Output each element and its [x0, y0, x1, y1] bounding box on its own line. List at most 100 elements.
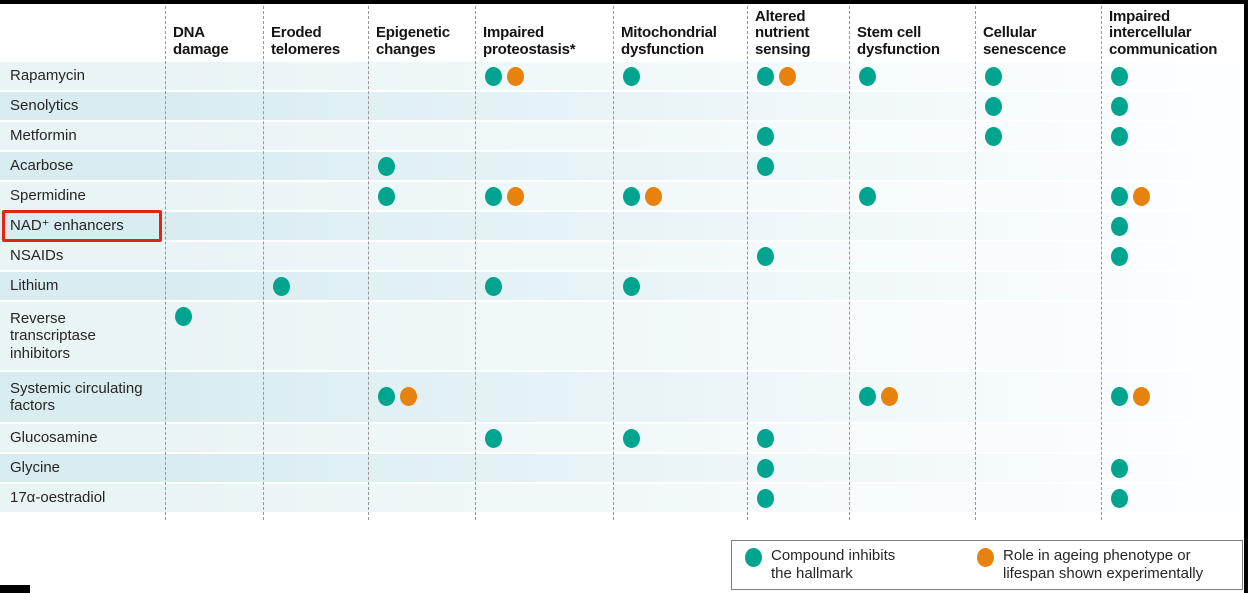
- legend-item-inhibits: Compound inhibits the hallmark: [745, 547, 977, 589]
- matrix-cell: [748, 484, 850, 512]
- inhibits-dot: [1111, 186, 1128, 206]
- matrix-cell: [1102, 242, 1244, 270]
- matrix-cell: [850, 92, 976, 120]
- matrix-cell: [369, 212, 476, 240]
- inhibits-dot: [175, 307, 192, 326]
- matrix-cell: [476, 92, 614, 120]
- matrix-cell: [369, 182, 476, 210]
- matrix-cell: [850, 122, 976, 150]
- table-row: Acarbose: [0, 152, 1244, 180]
- matrix-cell: [976, 242, 1102, 270]
- matrix-cell: [748, 92, 850, 120]
- matrix-cell: [976, 372, 1102, 422]
- inhibits-dot: [623, 276, 640, 296]
- matrix-cell: [748, 62, 850, 90]
- matrix-cell: [476, 152, 614, 180]
- matrix-cell: [748, 302, 850, 370]
- matrix-cell: [476, 62, 614, 90]
- inhibits-dot: [757, 428, 774, 448]
- matrix-cell: [264, 242, 369, 270]
- matrix-cell: [264, 272, 369, 300]
- table-row: Reverse transcriptase inhibitors: [0, 302, 1244, 370]
- inhibits-dot: [757, 156, 774, 176]
- column-header: Impaired intercellular communication: [1109, 7, 1218, 59]
- table-row: 17α-oestradiol: [0, 484, 1244, 512]
- row-label: Acarbose: [10, 157, 74, 175]
- matrix-cell: [748, 242, 850, 270]
- inhibits-dot: [1111, 458, 1128, 478]
- column-divider: [263, 6, 264, 520]
- row-label: Metformin: [10, 127, 77, 145]
- matrix-cell: [264, 454, 369, 482]
- matrix-cell: [614, 272, 748, 300]
- matrix-cell: [264, 182, 369, 210]
- column-header: Stem cell dysfunction: [857, 24, 940, 59]
- row-label: NAD⁺ enhancers: [10, 217, 124, 235]
- matrix-cell: [1102, 302, 1244, 370]
- inhibits-dot: [485, 186, 502, 206]
- inhibits-dot: [1111, 246, 1128, 266]
- matrix-cell: [850, 272, 976, 300]
- row-label: Rapamycin: [10, 67, 86, 85]
- row-label: Glycine: [10, 459, 61, 477]
- matrix-cell: [614, 122, 748, 150]
- matrix-cell: [166, 152, 264, 180]
- inhibits-dot: [623, 186, 640, 206]
- matrix-cell: [369, 302, 476, 370]
- matrix-cell: [614, 424, 748, 452]
- matrix-cell: [614, 182, 748, 210]
- inhibits-dot: [757, 488, 774, 508]
- matrix-cell: [614, 302, 748, 370]
- column-header: Eroded telomeres: [271, 24, 341, 59]
- table-row: Metformin: [0, 122, 1244, 150]
- matrix-cell: [369, 92, 476, 120]
- matrix-cell: [166, 242, 264, 270]
- matrix-cell: [850, 62, 976, 90]
- row-label: NSAIDs: [10, 247, 64, 265]
- matrix-cell: [850, 454, 976, 482]
- row-label-cell: Glycine: [0, 454, 166, 482]
- matrix-cell: [850, 242, 976, 270]
- experimental-dot: [645, 186, 662, 206]
- row-label-cell: Systemic circulating factors: [0, 372, 166, 422]
- column-header: DNA damage: [173, 24, 229, 59]
- inhibits-dot: [485, 66, 502, 86]
- table-row: NAD⁺ enhancers: [0, 210, 1244, 242]
- matrix-cell: [748, 152, 850, 180]
- column-header: Impaired proteostasis*: [483, 24, 576, 59]
- matrix-cell: [614, 62, 748, 90]
- matrix-cell: [369, 484, 476, 512]
- inhibits-dot: [623, 428, 640, 448]
- column-divider: [747, 6, 748, 520]
- screen-corner-artifact: [0, 585, 30, 593]
- matrix-cell: [166, 424, 264, 452]
- matrix-cell: [614, 484, 748, 512]
- inhibits-dot: [1111, 488, 1128, 508]
- matrix-cell: [264, 152, 369, 180]
- hallmark-table: DNA damage Eroded telomeres Epigenetic cha…: [0, 4, 1244, 520]
- inhibits-dot: [859, 186, 876, 206]
- matrix-cell: [476, 424, 614, 452]
- matrix-cell: [850, 212, 976, 240]
- matrix-cell: [850, 424, 976, 452]
- matrix-cell: [748, 182, 850, 210]
- matrix-cell: [264, 92, 369, 120]
- inhibits-dot: [1111, 216, 1128, 236]
- inhibits-dot: [378, 387, 395, 406]
- matrix-cell: [850, 302, 976, 370]
- inhibits-dot: [757, 126, 774, 146]
- matrix-cell: [614, 454, 748, 482]
- matrix-cell: [476, 212, 614, 240]
- column-header: Mitochondrial dysfunction: [621, 24, 717, 59]
- matrix-cell: [264, 122, 369, 150]
- matrix-cell: [369, 272, 476, 300]
- matrix-cell: [476, 272, 614, 300]
- matrix-cell: [369, 242, 476, 270]
- inhibits-dot: [985, 66, 1002, 86]
- legend-experimental-dot: [977, 548, 994, 567]
- matrix-cell: [476, 302, 614, 370]
- matrix-cell: [850, 182, 976, 210]
- matrix-cell: [748, 212, 850, 240]
- column-divider: [613, 6, 614, 520]
